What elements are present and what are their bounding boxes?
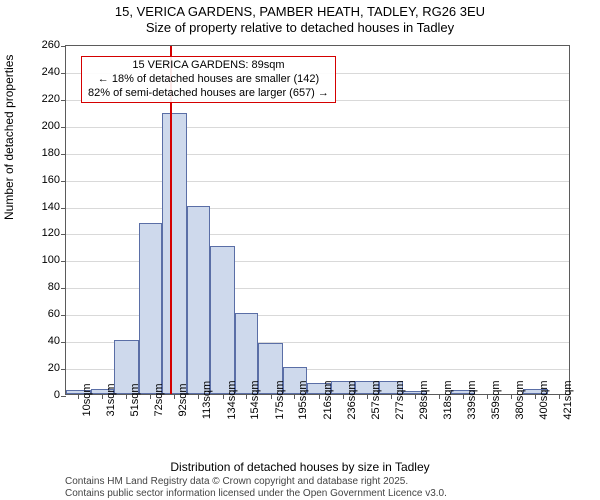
x-tick	[126, 394, 127, 399]
x-tick	[463, 394, 464, 399]
x-tick-label: 277sqm	[394, 380, 406, 419]
x-tick	[246, 394, 247, 399]
x-tick-label: 380sqm	[514, 380, 526, 419]
x-tick	[294, 394, 295, 399]
y-tick	[61, 154, 66, 155]
x-tick-label: 72sqm	[153, 383, 165, 416]
y-tick-label: 120	[30, 227, 60, 239]
histogram-bar	[162, 113, 187, 394]
x-tick-label: 31sqm	[105, 383, 117, 416]
x-tick	[559, 394, 560, 399]
y-tick-label: 160	[30, 174, 60, 186]
gridline	[66, 208, 569, 209]
attribution-line-2: Contains public sector information licen…	[65, 488, 447, 500]
y-tick-label: 260	[30, 39, 60, 51]
y-tick	[61, 127, 66, 128]
y-tick	[61, 181, 66, 182]
y-tick-label: 180	[30, 147, 60, 159]
x-tick	[174, 394, 175, 399]
y-tick	[61, 396, 66, 397]
x-tick	[198, 394, 199, 399]
y-tick	[61, 46, 66, 47]
x-tick-label: 298sqm	[418, 380, 430, 419]
x-tick-label: 10sqm	[81, 383, 93, 416]
x-tick-label: 216sqm	[322, 380, 334, 419]
gridline	[66, 127, 569, 128]
y-tick	[61, 234, 66, 235]
x-tick	[415, 394, 416, 399]
x-tick-label: 257sqm	[370, 380, 382, 419]
x-tick	[343, 394, 344, 399]
y-tick-label: 20	[30, 362, 60, 374]
histogram-bar	[210, 246, 235, 394]
x-tick-label: 113sqm	[201, 381, 213, 419]
y-tick-label: 80	[30, 281, 60, 293]
x-tick-label: 195sqm	[297, 380, 309, 419]
x-tick	[150, 394, 151, 399]
y-tick	[61, 315, 66, 316]
gridline	[66, 181, 569, 182]
x-tick	[439, 394, 440, 399]
attribution-line-1: Contains HM Land Registry data © Crown c…	[65, 476, 447, 488]
x-tick	[511, 394, 512, 399]
title-line-2: Size of property relative to detached ho…	[0, 20, 600, 36]
x-tick	[319, 394, 320, 399]
annotation-box: 15 VERICA GARDENS: 89sqm← 18% of detache…	[81, 56, 336, 103]
x-tick-label: 236sqm	[346, 380, 358, 419]
x-tick	[367, 394, 368, 399]
x-tick-label: 359sqm	[490, 380, 502, 419]
annotation-line: ← 18% of detached houses are smaller (14…	[88, 73, 329, 87]
chart-title: 15, VERICA GARDENS, PAMBER HEATH, TADLEY…	[0, 0, 600, 37]
x-tick	[271, 394, 272, 399]
y-axis-label: Number of detached properties	[2, 55, 16, 220]
y-tick	[61, 208, 66, 209]
annotation-line: 15 VERICA GARDENS: 89sqm	[88, 59, 329, 73]
y-tick-label: 200	[30, 120, 60, 132]
histogram-bar	[139, 223, 162, 394]
x-tick	[223, 394, 224, 399]
x-tick-label: 134sqm	[226, 380, 238, 419]
histogram-plot: 15 VERICA GARDENS: 89sqm← 18% of detache…	[65, 45, 570, 395]
x-tick	[487, 394, 488, 399]
title-line-1: 15, VERICA GARDENS, PAMBER HEATH, TADLEY…	[0, 4, 600, 20]
attribution-text: Contains HM Land Registry data © Crown c…	[65, 476, 447, 500]
y-tick	[61, 369, 66, 370]
y-tick	[61, 342, 66, 343]
y-tick-label: 240	[30, 66, 60, 78]
x-tick	[391, 394, 392, 399]
y-tick-label: 0	[30, 389, 60, 401]
histogram-bar	[187, 206, 210, 394]
x-axis-label: Distribution of detached houses by size …	[0, 460, 600, 474]
y-tick-label: 60	[30, 308, 60, 320]
x-tick-label: 318sqm	[442, 380, 454, 419]
x-tick-label: 339sqm	[466, 380, 478, 419]
x-tick-label: 400sqm	[538, 380, 550, 419]
annotation-line: 82% of semi-detached houses are larger (…	[88, 87, 329, 101]
y-tick	[61, 73, 66, 74]
y-tick	[61, 288, 66, 289]
y-tick	[61, 100, 66, 101]
y-tick-label: 140	[30, 201, 60, 213]
x-tick-label: 51sqm	[129, 383, 141, 416]
y-tick-label: 40	[30, 335, 60, 347]
x-tick-label: 421sqm	[562, 380, 574, 419]
x-tick	[102, 394, 103, 399]
y-tick-label: 100	[30, 254, 60, 266]
x-tick-label: 92sqm	[177, 383, 189, 416]
x-tick-label: 154sqm	[249, 380, 261, 419]
x-tick	[78, 394, 79, 399]
gridline	[66, 154, 569, 155]
x-tick-label: 175sqm	[274, 380, 286, 419]
y-tick	[61, 261, 66, 262]
x-tick	[535, 394, 536, 399]
y-tick-label: 220	[30, 93, 60, 105]
